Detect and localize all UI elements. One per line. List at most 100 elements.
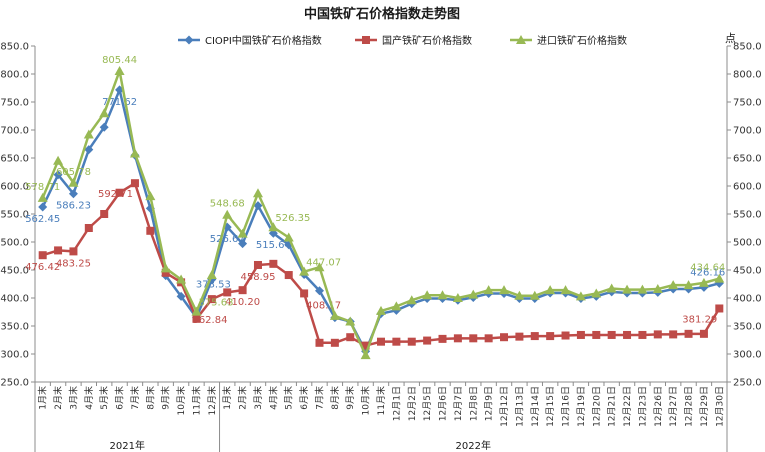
x-tick-label: 4月末 — [83, 386, 95, 410]
data-point-marker — [469, 334, 478, 343]
data-label: 605.78 — [56, 167, 91, 178]
data-point-marker — [438, 334, 447, 343]
data-point-marker — [406, 295, 417, 305]
data-point-marker — [637, 284, 648, 294]
year-group-label: 2021年 — [110, 439, 145, 452]
data-point-marker — [329, 310, 340, 320]
x-tick-label: 2月末 — [52, 386, 64, 410]
data-label: 458.95 — [240, 272, 275, 283]
data-point-marker — [484, 334, 493, 343]
data-point-marker — [238, 286, 247, 295]
data-point-marker — [84, 145, 94, 155]
x-tick-label: 12月5日 — [422, 386, 433, 421]
x-tick-label: 4月末 — [267, 386, 279, 410]
data-point-marker — [129, 148, 140, 158]
x-tick-label: 12月20日 — [591, 386, 602, 427]
legend-label: 国产铁矿石价格指数 — [382, 34, 472, 47]
legend: CIOPI中国铁矿石价格指数 国产铁矿石价格指数 进口铁矿石价格指数 — [178, 34, 627, 47]
y-tick-label-left: 750.0 — [0, 98, 29, 109]
x-tick-label: 1月末 — [37, 386, 49, 410]
data-label: 586.23 — [56, 201, 91, 212]
x-tick-label: 12月30日 — [714, 386, 725, 427]
y-tick-label-left: 350.0 — [0, 322, 29, 333]
data-point-marker — [515, 332, 524, 341]
data-point-marker — [206, 270, 217, 280]
data-point-marker — [53, 170, 63, 180]
data-label: 805.44 — [102, 55, 137, 66]
data-point-marker — [698, 277, 709, 287]
x-tick-label: 9月末 — [160, 386, 172, 410]
data-label: 410.20 — [225, 297, 260, 308]
y-tick-label-right: 850.0 — [733, 42, 762, 53]
data-point-marker — [653, 330, 662, 339]
data-point-marker — [452, 293, 463, 302]
data-label: 526.67 — [210, 234, 245, 245]
data-point-marker — [546, 332, 555, 341]
data-point-marker — [715, 304, 724, 313]
x-tick-label: 8月末 — [144, 386, 156, 410]
x-tick-label: 12月2日 — [407, 386, 418, 421]
data-point-marker — [514, 290, 525, 300]
y-tick-label-left: 500.0 — [0, 238, 29, 249]
x-tick-label: 12月23日 — [637, 386, 648, 427]
y-tick-label-left: 700.0 — [0, 126, 29, 137]
axes: 250.0 250.0 300.0 300.0 350.0 350.0 400.0 400.0… — [0, 42, 762, 452]
x-tick-label: 12月12日 — [499, 386, 510, 427]
data-point-marker — [499, 285, 510, 295]
x-tick-label: 5月末 — [98, 386, 110, 410]
x-tick-label: 12月7日 — [453, 386, 464, 421]
x-tick-label: 12月19日 — [576, 386, 587, 427]
data-point-marker — [84, 224, 93, 232]
data-point-marker — [683, 280, 694, 290]
data-point-marker — [192, 314, 201, 323]
x-tick-label: 8月末 — [329, 386, 341, 410]
y-tick-label-left: 250.0 — [0, 378, 29, 389]
y-tick-label-right: 400.0 — [733, 294, 762, 305]
x-tick-label: 6月末 — [298, 386, 310, 410]
data-label: 578.71 — [25, 182, 60, 193]
data-point-marker — [437, 290, 448, 300]
data-point-marker — [145, 191, 156, 201]
data-point-marker — [38, 202, 48, 212]
data-point-marker — [652, 284, 663, 294]
data-point-marker — [714, 273, 725, 283]
data-point-marker — [68, 177, 79, 187]
y-tick-label-left: 300.0 — [0, 350, 29, 361]
y-tick-label-right: 700.0 — [733, 126, 762, 137]
data-point-marker — [207, 295, 216, 304]
data-point-marker — [184, 35, 194, 45]
data-point-marker — [37, 192, 48, 202]
data-point-marker — [130, 179, 139, 188]
data-point-marker — [362, 36, 370, 44]
legend-item-2: 进口铁矿石价格指数 — [510, 34, 627, 47]
data-point-marker — [622, 284, 633, 294]
x-tick-label: 12月28日 — [684, 386, 695, 427]
data-point-marker — [268, 222, 279, 232]
data-point-marker — [545, 285, 556, 295]
y-tick-label-right: 600.0 — [733, 182, 762, 193]
data-point-marker — [361, 341, 370, 350]
data-point-marker — [100, 210, 109, 218]
data-point-marker — [314, 286, 324, 296]
data-point-marker — [560, 285, 571, 295]
data-point-marker — [575, 291, 586, 301]
data-point-marker — [191, 306, 202, 316]
data-point-marker — [314, 262, 325, 272]
data-point-marker — [422, 290, 433, 300]
x-tick-label: 11月末 — [375, 386, 387, 415]
legend-label: CIOPI中国铁矿石价格指数 — [205, 34, 322, 47]
y-tick-label-left: 450.0 — [0, 266, 29, 277]
data-point-marker — [83, 129, 94, 139]
data-point-marker — [623, 330, 632, 339]
x-tick-label: 7月末 — [129, 386, 141, 410]
data-label: 381.29 — [682, 314, 717, 325]
data-point-marker — [237, 228, 248, 238]
x-tick-label: 3月末 — [67, 386, 79, 410]
data-point-marker — [592, 330, 601, 339]
series-line — [42, 181, 721, 347]
x-tick-label: 12月27日 — [668, 386, 679, 427]
data-label: 592.71 — [98, 189, 133, 200]
data-point-marker — [269, 259, 278, 268]
